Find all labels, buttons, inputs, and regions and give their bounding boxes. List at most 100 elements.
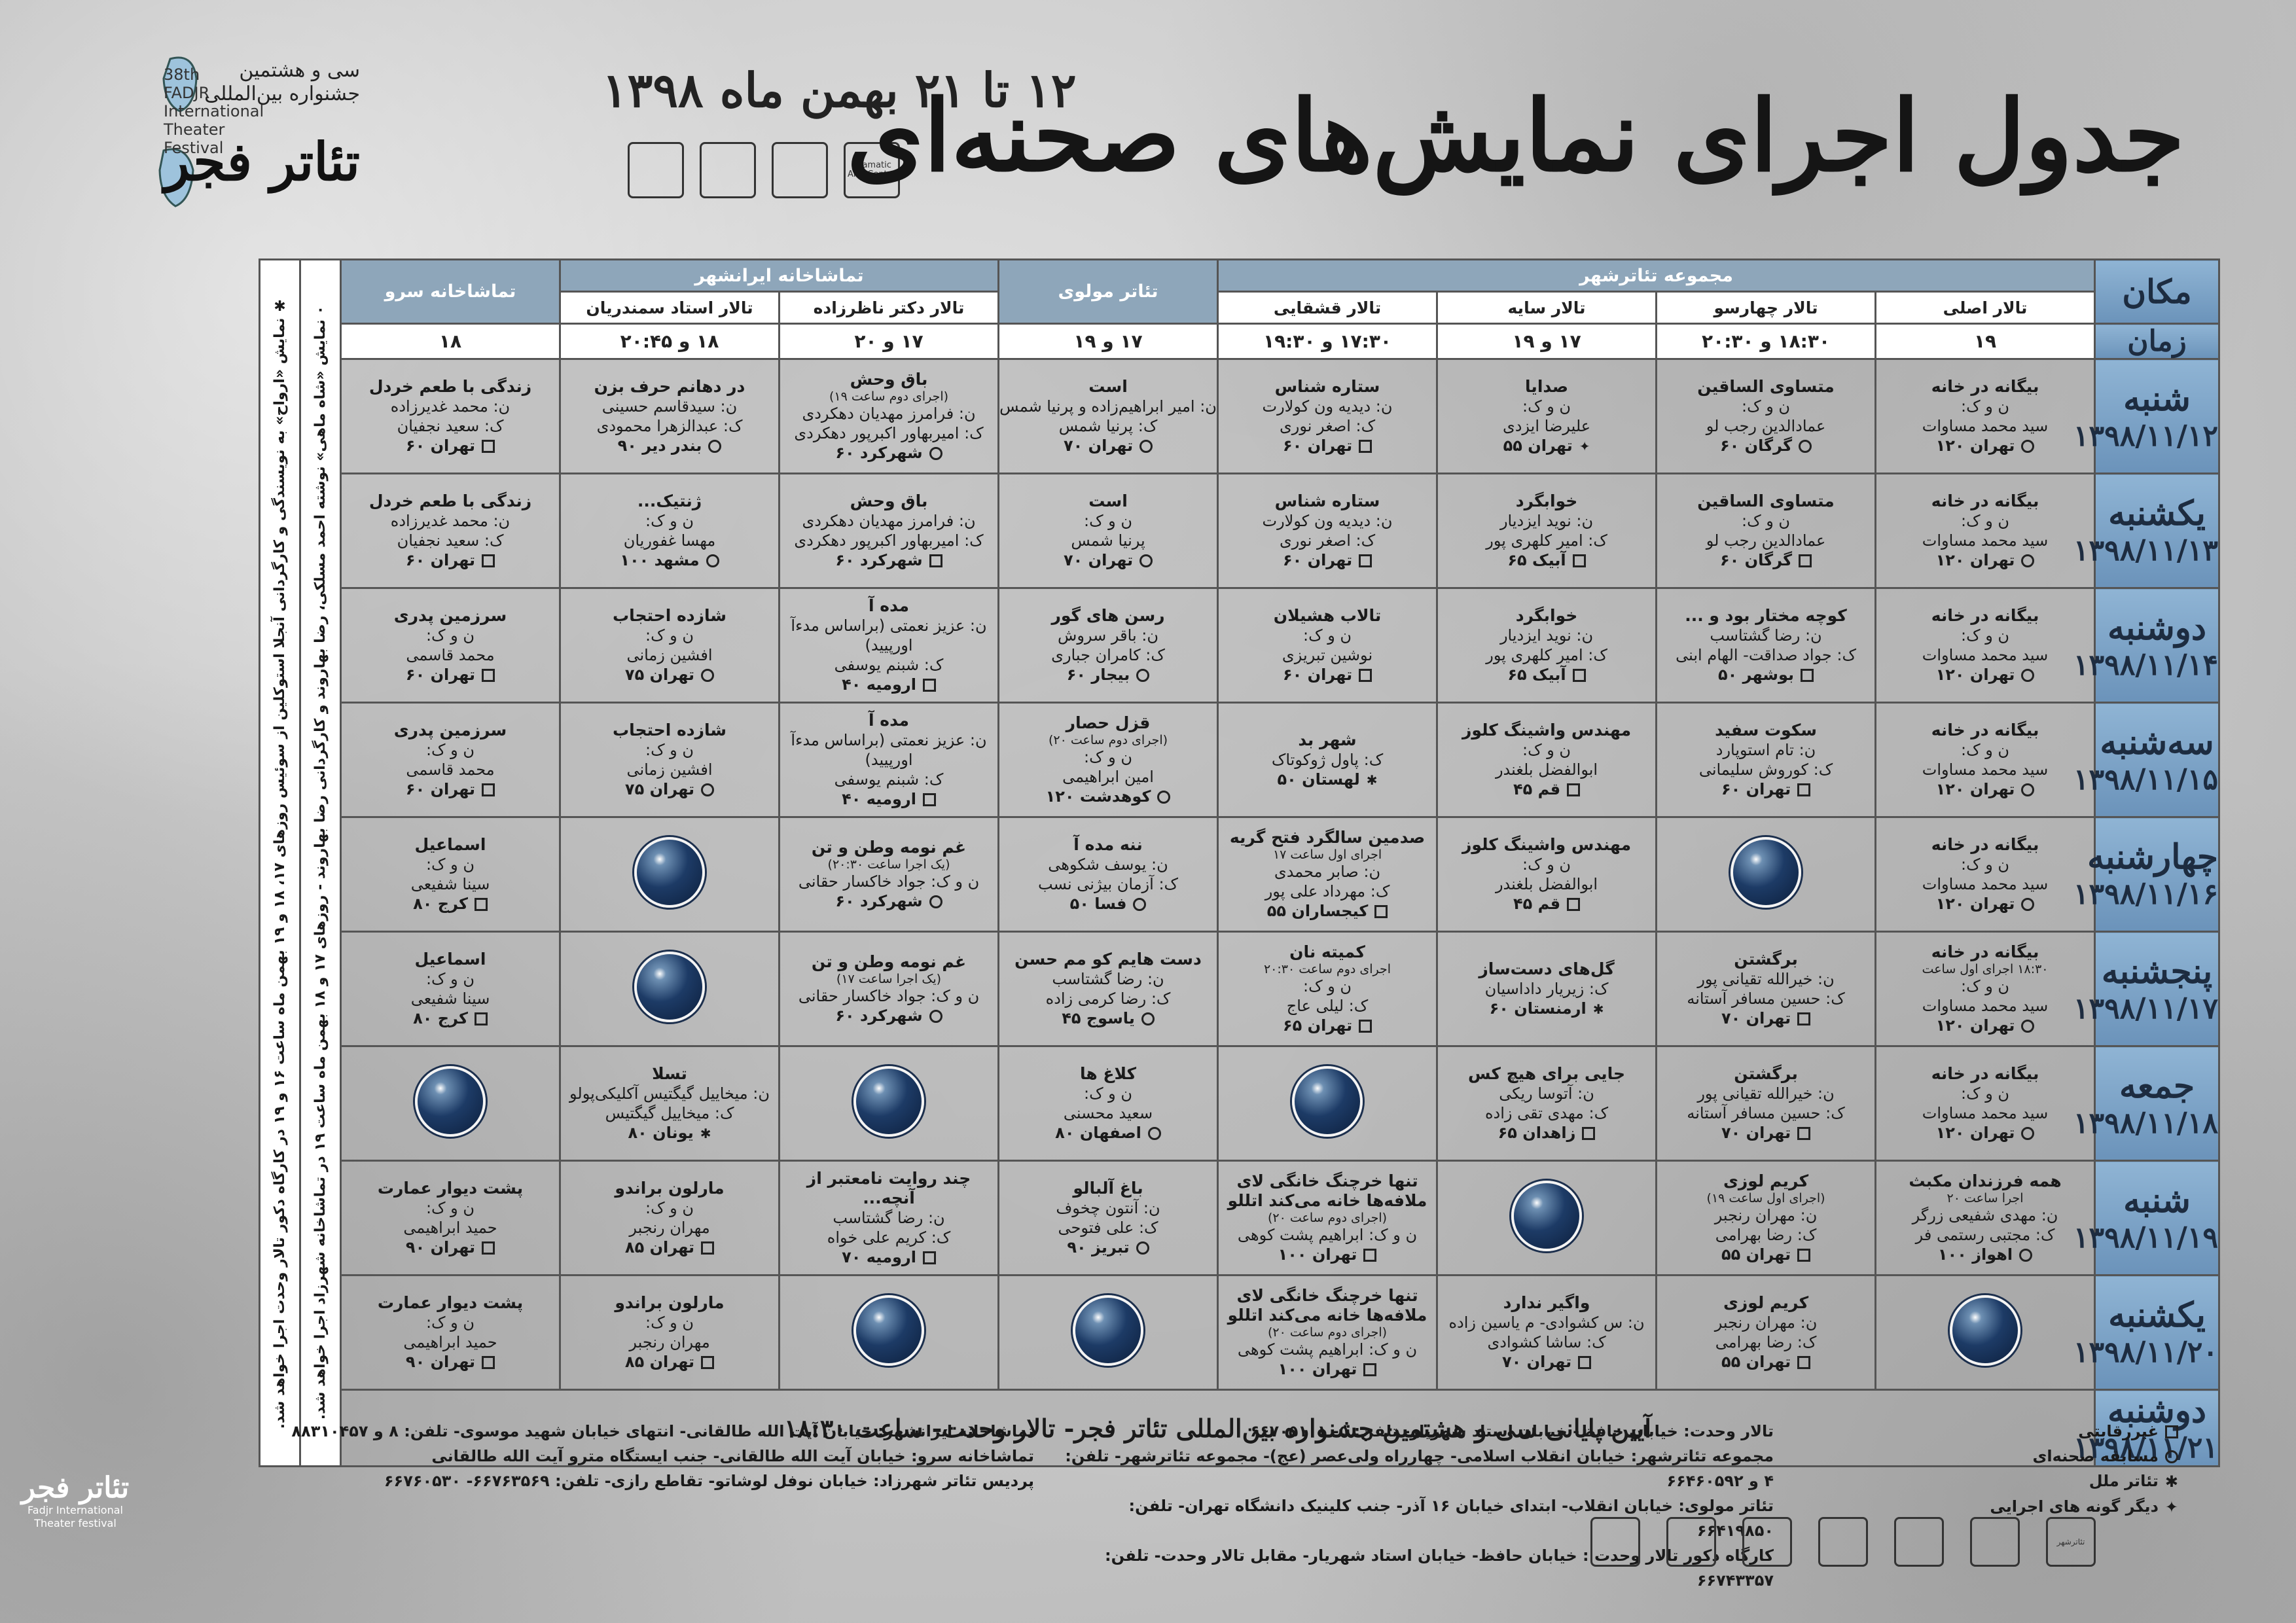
schedule-table: مکان مجموعه تئاترشهر تئاتر مولوی تماشاخانه … xyxy=(259,259,2221,1467)
credit-line: ک: سعید نجفیان xyxy=(397,417,504,435)
performance-cell: مارلون براندو ن و ک: مهران رنجبر تهران ۸۵ xyxy=(558,1274,781,1391)
performance-cell: صدمین سالگرد فتح گریه اجرای اول ساعت ۱۷ ن:… xyxy=(1217,816,1439,933)
credit-line: سینا شفیعی xyxy=(410,990,490,1008)
credit-line: ک: ساشا کشوادی xyxy=(1487,1333,1606,1351)
performance-cell: ستاره شناس ن: دیدیه ون کولارت ک: اصغر نوری… xyxy=(1217,473,1439,589)
page-title: جدول اجرای نمایش‌های صحنه‌ای xyxy=(846,79,2185,194)
credit-line: ک: امیربهاور اکبرپور دهکردی xyxy=(794,531,984,550)
credit-line: ن و ک: ابراهیم پشت کوهی xyxy=(1237,1226,1418,1244)
city-duration: شهرکرد ۶۰ xyxy=(780,1006,997,1026)
credit-line: ک: حسین مسافر آستانه xyxy=(1687,1104,1845,1122)
empty-slot-icon xyxy=(853,1065,925,1137)
play-title: جایی برای هیچ کس xyxy=(1468,1064,1626,1083)
day-name: سه‌شنبه xyxy=(2100,722,2214,762)
credit-line: ن و ک: xyxy=(645,626,694,645)
empty-slot-icon xyxy=(634,951,705,1022)
address-line: پردیس تئاتر شهرزاد: خیابان نوفل لوشاتو- … xyxy=(384,1472,1034,1490)
sponsor-logo xyxy=(628,142,684,198)
address-line: تئاتر مولوی: خیابان انقلاب- ابتدای خیابا… xyxy=(1128,1497,1774,1540)
city-duration: کرج ۸۰ xyxy=(342,894,559,914)
performance-cell: بیگانه در خانه ن و ک: سید محمد مساوات تهران… xyxy=(1874,816,2096,933)
credit-line: سعید محسنی xyxy=(1063,1104,1153,1122)
day-cell: جمعه ۱۳۹۸/۱۱/۱۸ xyxy=(2073,1045,2221,1162)
city-duration: آبیک ۶۵ xyxy=(1438,665,1655,685)
credit-line: ک: اصغر نوری xyxy=(1279,531,1376,550)
credit-line: ک: حسین مسافر آستانه xyxy=(1687,990,1845,1008)
credit-line: ن و ک: xyxy=(1522,741,1571,759)
play-title: متساوی الساقین xyxy=(1697,491,1835,510)
city-duration: تهران ۶۰ xyxy=(1657,779,1874,799)
performance-cell: همه فرزندان مکبث اجرا ساعت ۲۰ ن: مهدی شفیع… xyxy=(1874,1160,2096,1276)
play-title: صدایا xyxy=(1525,376,1568,396)
side-note: ✱ نمایش «ارواح» به نویسندگی و کارگردانی … xyxy=(259,259,301,1467)
play-title: مارلون براندو xyxy=(615,1293,725,1312)
day-row: دوشنبه ۱۳۹۸/۱۱/۱۴ بیگانه در خانه ن و ک: سید … xyxy=(260,587,2221,704)
side-note: ۰ نمایش «شاه ماهی» نوشته احمد مسلکی، رضا… xyxy=(299,259,342,1467)
credit-line: ن: آنتون چخوف xyxy=(1056,1199,1160,1217)
city-duration: تهران ۱۲۰ xyxy=(1876,779,2094,799)
performance-cell: تسلا ن: میخاییل گیگتیس آکلیکی‌پولو ک: میخا… xyxy=(558,1045,781,1162)
credit-line: ن: عزیز نعمتی (براساس مدءآ اورپیید) xyxy=(791,616,987,654)
city-duration: تهران ۵۵ xyxy=(1657,1352,1874,1372)
city-duration: آبیک ۶۵ xyxy=(1438,550,1655,570)
venue-group-header: مجموعه تئاترشهر xyxy=(1217,259,2096,293)
performance-cell: است ن: امیر ابراهیم‌زاده و پرنیا شمس ک: پر… xyxy=(997,358,1219,474)
performance-note: (اجرای دوم ساعت ۲۰) xyxy=(1267,1211,1388,1225)
empty-slot-icon xyxy=(1950,1294,2021,1366)
performance-cell xyxy=(340,1045,561,1162)
city-duration: تهران ۷۵ xyxy=(561,779,778,799)
credit-line: ک: لیلی عاج xyxy=(1286,997,1369,1015)
credit-line: سید محمد مساوات xyxy=(1922,1104,2049,1122)
credit-line: حمید ابراهیمی xyxy=(403,1333,497,1351)
credit-line: ن و ک: xyxy=(425,970,475,988)
credit-line: ن و ک: xyxy=(645,1313,694,1332)
city-duration: کیجساران ۵۵ xyxy=(1219,901,1436,921)
credit-line: ک: امیر کلهری پور xyxy=(1486,646,1607,664)
credit-line: ن و ک: xyxy=(1742,512,1791,530)
play-title: زندگی با طعم خردل xyxy=(368,377,532,396)
festival-name-en: 38th FADJR International Theater Festiva… xyxy=(164,65,264,157)
sponsor-logo xyxy=(772,142,828,198)
city-duration: تهران ۱۰۰ xyxy=(1219,1245,1436,1264)
legend-item-international: تئاتر ملل xyxy=(1962,1469,2178,1494)
city-duration: تهران ۶۰ xyxy=(342,436,559,455)
city-duration: شهرکرد ۶۰ xyxy=(780,891,997,911)
performance-cell xyxy=(1874,1274,2096,1391)
performance-note: اجرای دوم ساعت ۲۰:۳۰ xyxy=(1263,962,1391,976)
performance-cell: سرزمین پدری ن و ک: محمد قاسمی تهران ۶۰ xyxy=(340,702,561,818)
credit-line: ن و ک: xyxy=(425,1313,475,1332)
performance-cell: در دهانم حرف بزن ن: سیدقاسم حسینی ک: عبدال… xyxy=(558,358,781,474)
day-name: دوشنبه xyxy=(2107,608,2207,648)
empty-slot-icon xyxy=(853,1294,925,1366)
day-date: ۱۳۹۸/۱۱/۱۳ xyxy=(2073,534,2219,567)
credit-line: ن و ک: xyxy=(1083,748,1133,766)
play-title: باغ آلبالو xyxy=(1073,1179,1143,1198)
performance-cell: شازده احتجاب ن و ک: افشین زمانی تهران ۷۵ xyxy=(558,702,781,818)
address-line: تماشاخانه ایرانشهر: خیابان آیت الله طالق… xyxy=(291,1422,1034,1440)
city-duration: لهستان ۵۰ xyxy=(1219,770,1436,790)
performance-cell: بیگانه در خانه ن و ک: سید محمد مساوات تهران… xyxy=(1874,702,2096,818)
performance-cell: پشت دیوار عمارت ن و ک: حمید ابراهیمی تهران … xyxy=(340,1274,561,1391)
day-row: شنبه ۱۳۹۸/۱۱/۱۹ همه فرزندان مکبث اجرا ساعت … xyxy=(260,1160,2221,1276)
performance-cell: خوابگرد ن: نوید ایزدیار ک: امیر کلهری پور آ… xyxy=(1436,473,1658,589)
play-title: اسماعیل xyxy=(414,950,486,969)
credit-line: ابوالفضل بلغندر xyxy=(1495,760,1598,779)
credit-line: ن: باقر سروش xyxy=(1058,626,1158,645)
play-title: مهندس واشینگ کلوز xyxy=(1462,721,1632,740)
hall-header: تالار اصلی xyxy=(1874,291,2096,325)
empty-slot-icon xyxy=(1292,1065,1363,1137)
performance-note: (یک اجرا ساعت ۲۰:۳۰) xyxy=(827,857,950,872)
legend: غیررقابتی مسابقه صحنه‌ای تئاتر ملل دیگر … xyxy=(1962,1419,2178,1520)
performance-note: (اجرای دوم ساعت ۲۰) xyxy=(1048,733,1168,747)
address-column-left: تماشاخانه ایرانشهر: خیابان آیت الله طالق… xyxy=(281,1419,1034,1493)
performance-cell: متساوی الساقین ن و ک: عمادالدین رجب لو گرگا… xyxy=(1655,358,1877,474)
day-row: شنبه ۱۳۹۸/۱۱/۱۲ بیگانه در خانه ن و ک: سید مح… xyxy=(260,358,2221,474)
city-duration: کرج ۸۰ xyxy=(342,1008,559,1028)
credit-line: ن: مهدی شفیعی زرگر xyxy=(1912,1206,2058,1224)
credit-line: علیرضا ایزدی xyxy=(1502,416,1591,435)
credit-line: ن و ک: xyxy=(645,512,694,530)
performance-cell: است ن و ک: پرنیا شمس تهران ۷۰ xyxy=(997,473,1219,589)
city-duration: تهران ۶۰ xyxy=(342,550,559,570)
city-duration: تهران ۹۰ xyxy=(342,1352,559,1372)
